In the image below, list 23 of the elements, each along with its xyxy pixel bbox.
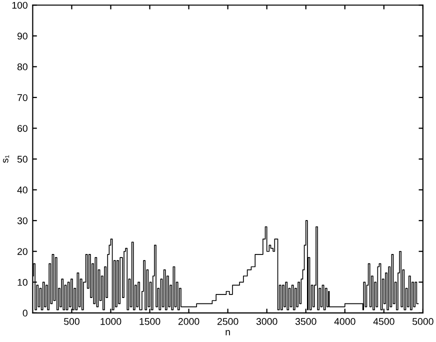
- y-tick-label: 90: [17, 32, 28, 40]
- y-tick-label: 80: [17, 63, 28, 70]
- y-tick-label: 10: [18, 278, 28, 286]
- y-tick-label: 40: [17, 186, 28, 194]
- x-tick-label: 2000: [178, 318, 200, 325]
- y-tick-label: 30: [17, 217, 28, 224]
- y-tick-label: 0: [22, 310, 28, 317]
- y-tick-label: 20: [18, 248, 28, 255]
- x-tick-label: 1000: [100, 318, 122, 325]
- y-tick-label: 60: [18, 124, 28, 132]
- y-axis-title: s₁: [2, 155, 10, 163]
- y-tick-label: 70: [18, 94, 28, 102]
- y-tick-label: 100: [12, 2, 28, 9]
- x-tick-label: 3500: [295, 318, 316, 325]
- x-tick-label: 5000: [412, 318, 434, 325]
- x-tick-label: 3000: [256, 318, 278, 325]
- x-tick-label: 4500: [373, 318, 394, 325]
- x-tick-label: 500: [64, 318, 80, 325]
- x-axis-title: n: [226, 330, 230, 336]
- x-tick-label: 4000: [334, 318, 356, 325]
- y-tick-label: 50: [17, 156, 28, 163]
- x-tick-label: 2500: [217, 318, 238, 325]
- x-tick-label: 1500: [140, 318, 160, 325]
